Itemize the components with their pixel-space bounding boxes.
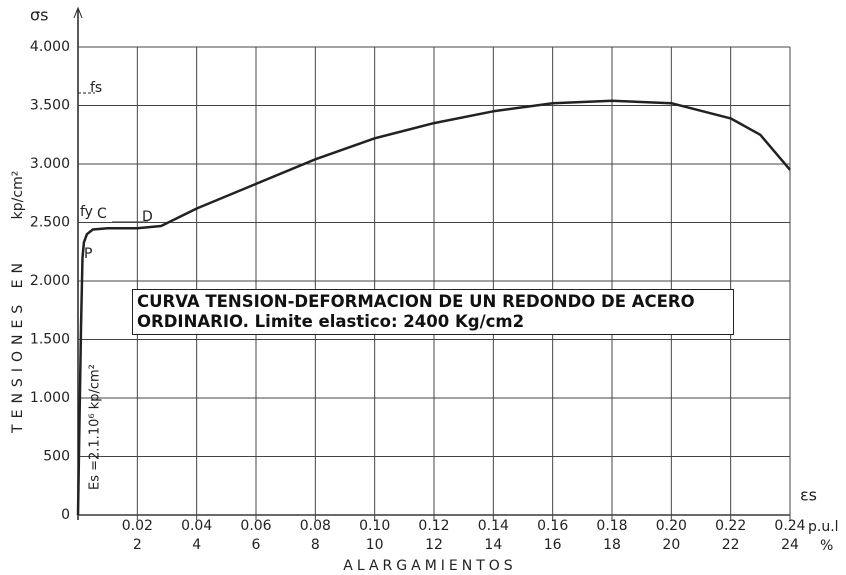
x-tick-label: 0.12: [418, 518, 449, 534]
x-tick-label: 0.14: [478, 518, 509, 534]
x2-tick-label: 18: [603, 537, 621, 553]
y-symbol: σs: [30, 6, 48, 25]
annotation: P: [84, 246, 92, 262]
y-tick-label: 3.500: [30, 98, 70, 114]
stress-strain-curve: [76, 99, 791, 516]
x2-tick-label: 6: [252, 537, 261, 553]
x2-tick-label: 4: [192, 537, 201, 553]
x2-tick-label: 14: [484, 537, 502, 553]
x2-tick-label: 20: [662, 537, 680, 553]
x-tick-label: 0.22: [715, 518, 746, 534]
x2-tick-label: 16: [544, 537, 562, 553]
x2-tick-label: 22: [722, 537, 740, 553]
y-tick-label: 3.000: [30, 156, 70, 172]
x-tick-label: 0.08: [300, 518, 331, 534]
annotation: fs: [90, 80, 102, 96]
y-axis-title: TENSIONES EN: [10, 257, 26, 434]
y-axis-unit: kp/cm²: [10, 171, 26, 220]
annotation: D: [142, 209, 153, 225]
y-tick-label: 1.000: [30, 390, 70, 406]
x-tick-label: 0.04: [181, 518, 212, 534]
chart-title: CURVA TENSION-DEFORMACION DE UN REDONDO …: [132, 289, 734, 335]
y-tick-label: 0: [61, 507, 70, 523]
y-tick-label: 500: [43, 449, 70, 465]
x-axis-title: ALARGAMIENTOS: [343, 558, 516, 574]
annotation: fy: [80, 204, 93, 220]
y-arrow: [73, 6, 83, 19]
y-tick-label: 2.000: [30, 273, 70, 289]
y-tick-label: 1.500: [30, 332, 70, 348]
x-tick-label: 0.02: [122, 518, 153, 534]
x2-tick-label: 12: [425, 537, 443, 553]
x-tick-label: 0.06: [240, 518, 271, 534]
x-tick-label: 0.16: [537, 518, 568, 534]
x2-unit: %: [820, 538, 833, 554]
x-symbol: εs: [800, 486, 817, 505]
y-tick-label: 4.000: [30, 39, 70, 55]
x2-tick-label: 2: [133, 537, 142, 553]
x-tick-label: 0.18: [596, 518, 627, 534]
y-tick-label: 2.500: [30, 215, 70, 231]
annotation: Es =2.1.10⁶ kp/cm²: [88, 364, 103, 490]
x2-tick-label: 10: [366, 537, 384, 553]
x2-tick-label: 8: [311, 537, 320, 553]
x2-tick-label: 24: [781, 537, 799, 553]
x-unit: p.u.l: [808, 519, 839, 535]
annotation: C: [97, 206, 107, 222]
x-tick-label: 0.24: [774, 518, 805, 534]
x-tick-label: 0.20: [656, 518, 687, 534]
x-tick-label: 0.10: [359, 518, 390, 534]
